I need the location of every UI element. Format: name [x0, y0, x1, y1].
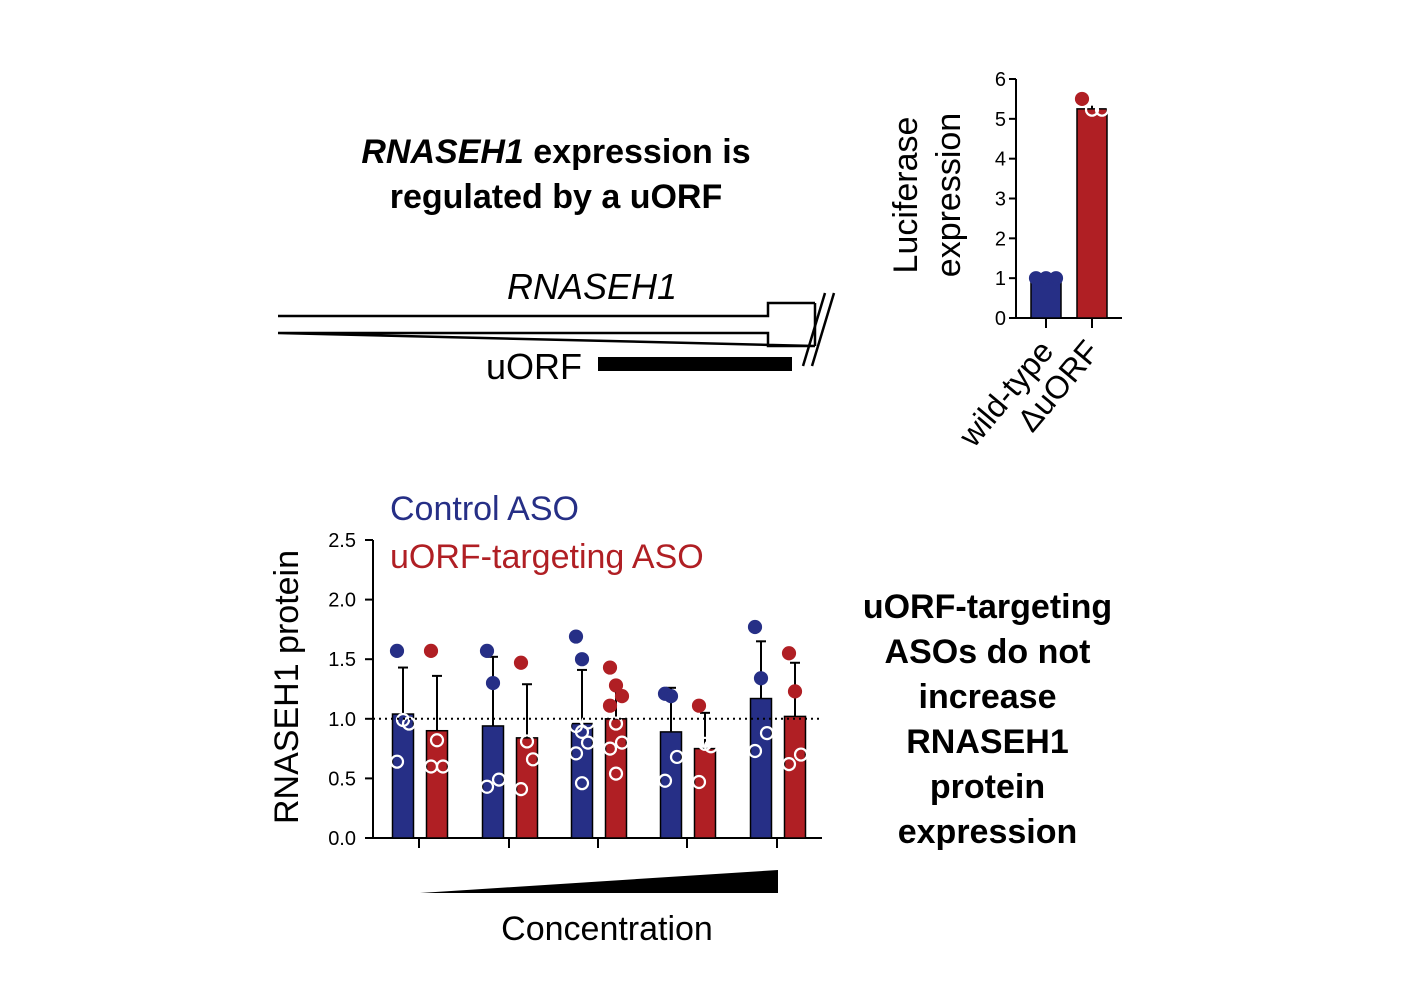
y-tick-label: 1: [995, 268, 1006, 290]
data-point: [703, 739, 719, 754]
y-tick-label: 0: [995, 308, 1006, 330]
bar: [693, 747, 717, 839]
data-point: [1048, 271, 1064, 286]
bar: [749, 697, 773, 839]
bar: [783, 715, 807, 839]
data-point: [602, 698, 618, 713]
data-point: [519, 734, 535, 749]
y-tick-label: 3: [995, 189, 1006, 211]
gene-diagram: RNASEH1 uORF: [277, 266, 836, 387]
data-point: [602, 741, 618, 756]
data-point: [423, 759, 439, 774]
data-point: [747, 743, 763, 759]
break-mark: [801, 292, 827, 367]
conclusion-text: uORF-targeting ASOs do not increase RNAS…: [830, 585, 1145, 855]
data-point: [1074, 91, 1090, 107]
data-point: [568, 629, 584, 644]
data-point: [614, 689, 630, 704]
y-tick-label: 1.0: [328, 709, 356, 731]
title-gene-name: RNASEH1: [361, 133, 524, 171]
data-point: [781, 756, 797, 772]
legend-control: Control ASO: [390, 490, 579, 528]
data-point: [753, 671, 769, 686]
conclusion-line: uORF-targeting: [862, 588, 1113, 626]
data-point: [525, 752, 541, 767]
y-tick-label: 1.5: [328, 649, 356, 671]
conclusion-line: increase: [918, 678, 1057, 716]
data-point: [574, 724, 590, 740]
bar: [391, 713, 415, 839]
y-tick-label: 4: [995, 149, 1006, 171]
data-point: [485, 675, 501, 691]
figure-title: RNASEH1 expression is regulated by a uOR…: [300, 130, 812, 220]
data-point: [602, 660, 618, 675]
data-point: [513, 782, 529, 797]
bar: [425, 729, 449, 839]
y-tick-label: 6: [995, 69, 1006, 91]
data-point: [401, 716, 417, 731]
data-point: [608, 716, 624, 731]
y-tick-label: 2.5: [328, 530, 356, 552]
data-point: [747, 619, 763, 635]
data-point: [793, 747, 809, 762]
data-point: [389, 754, 405, 769]
data-point: [513, 655, 529, 670]
gene-transcript-shape: [277, 301, 816, 348]
gene-label: RNASEH1: [507, 266, 677, 307]
uorf-label: uORF: [486, 346, 582, 387]
conclusion-line: protein: [929, 768, 1046, 806]
conclusion-line: RNASEH1: [906, 723, 1069, 761]
data-point: [691, 698, 707, 713]
data-point: [479, 643, 495, 658]
data-point: [429, 733, 445, 748]
data-point: [1084, 102, 1100, 117]
title-line2: regulated by a uORF: [389, 178, 723, 216]
y-axis-label: RNASEH1 protein: [268, 550, 306, 824]
data-point: [574, 652, 590, 667]
bar: [1076, 108, 1108, 319]
data-point: [663, 689, 679, 704]
conclusion-line: ASOs do not: [884, 633, 1091, 671]
data-point: [574, 776, 590, 791]
data-point: [608, 678, 624, 693]
y-tick-label: 0.5: [328, 768, 356, 790]
luciferase-chart: Luciferase expression wild-type ΔuORF 01…: [887, 69, 1122, 454]
data-point: [479, 779, 495, 794]
data-point: [614, 735, 630, 750]
data-point: [781, 646, 797, 661]
y-tick-label: 2.0: [328, 590, 356, 612]
data-point: [608, 766, 624, 781]
data-point: [491, 772, 507, 787]
x-axis-label: Concentration: [501, 910, 713, 948]
data-point: [691, 774, 707, 790]
title-line1-rest: expression is: [523, 133, 751, 171]
y-tick-label: 0.0: [328, 828, 356, 850]
data-point: [568, 746, 584, 761]
data-point: [389, 643, 405, 658]
y-axis-label: Luciferase: [887, 117, 925, 274]
data-point: [759, 726, 775, 741]
y-axis-label: expression: [930, 113, 968, 277]
bar: [659, 731, 683, 839]
break-mark: [810, 292, 836, 367]
conclusion-line: expression: [897, 813, 1078, 851]
y-tick-label: 5: [995, 109, 1006, 131]
concentration-wedge: [420, 870, 778, 893]
y-tick-label: 2: [995, 228, 1006, 250]
data-point: [1094, 102, 1110, 117]
data-point: [423, 643, 439, 658]
legend-uorf: uORF-targeting ASO: [390, 538, 704, 576]
uorf-bar: [598, 357, 792, 371]
data-point: [787, 684, 803, 699]
data-point: [669, 749, 685, 765]
data-point: [657, 773, 673, 788]
protein-chart: RNASEH1 protein Control ASO uORF-targeti…: [268, 490, 822, 948]
data-point: [580, 735, 596, 750]
